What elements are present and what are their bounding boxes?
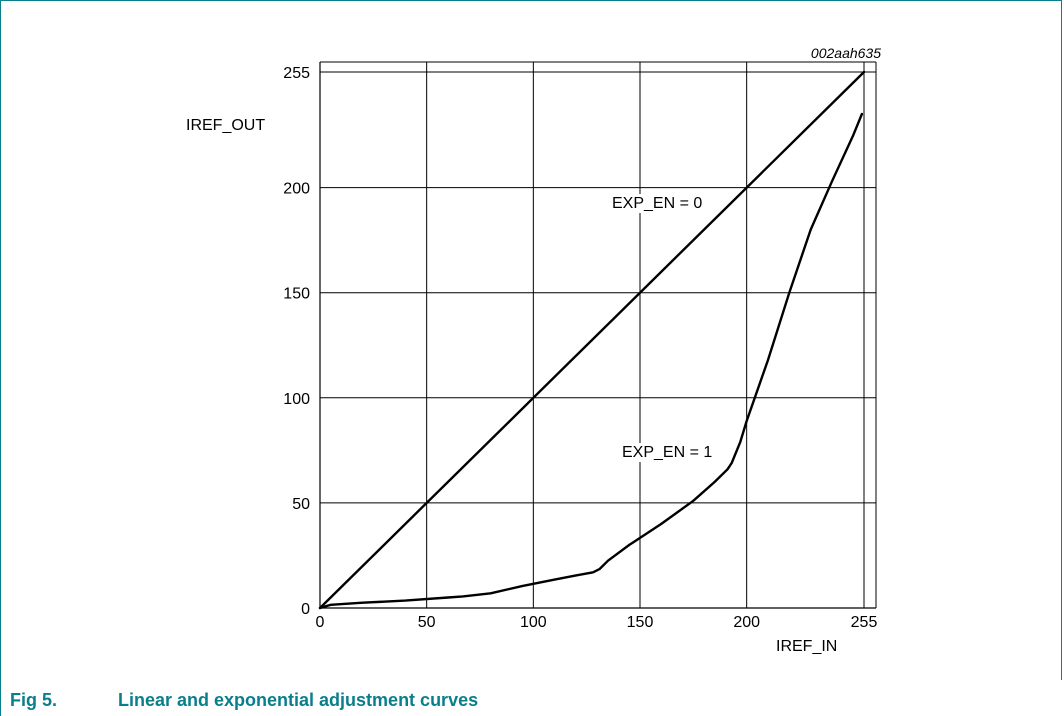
- x-tick-label-200: 200: [733, 614, 760, 631]
- series: [318, 70, 866, 610]
- y-tick-label-200: 200: [283, 181, 310, 198]
- y-tick-label-150: 150: [283, 286, 310, 303]
- series-line-1: [318, 112, 864, 610]
- x-tick-label-100: 100: [520, 614, 547, 631]
- y-axis-label-backdrop: [184, 116, 268, 135]
- x-tick-label-255: 255: [851, 614, 878, 631]
- figure-number: Fig 5.: [10, 690, 58, 710]
- grid: [320, 61, 877, 608]
- frame-edge: [0, 679, 1, 716]
- y-axis-label: IREF_OUT: [186, 117, 265, 134]
- x-tick-label-150: 150: [627, 614, 654, 631]
- s0label-backdrop: [609, 194, 706, 213]
- y-tick-label-255: 255: [283, 65, 310, 82]
- axes: [319, 62, 876, 609]
- x-axis-label: IREF_IN: [776, 638, 837, 655]
- figure-caption: Fig 5. Linear and exponential adjustment …: [10, 690, 478, 711]
- s1label-backdrop: [619, 443, 716, 462]
- y-tick-label-50: 50: [292, 496, 310, 513]
- tick-labels: 0 50 100 150 200 255 0 50 100 150 200 255: [283, 65, 877, 631]
- series-label-exp-en-1: EXP_EN = 1: [622, 444, 712, 461]
- x-tick-label-50: 50: [418, 614, 436, 631]
- series-label-exp-en-0: EXP_EN = 0: [612, 195, 702, 212]
- figure-ref-code: 002aah635: [811, 45, 881, 61]
- figure-frame: [0, 0, 1062, 680]
- labels: IREF_OUT IREF_IN 002aah635 EXP_EN = 0 EX…: [184, 45, 881, 655]
- y-tick-label-100: 100: [283, 391, 310, 408]
- series-line-0: [318, 70, 866, 610]
- figure-title: Linear and exponential adjustment curves: [118, 690, 479, 710]
- y-tick-label-0: 0: [301, 601, 310, 618]
- x-tick-label-0: 0: [316, 614, 325, 631]
